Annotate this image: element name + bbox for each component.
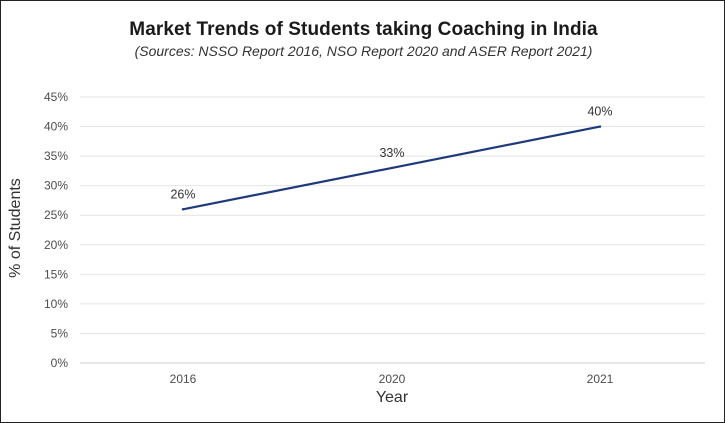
chart-title: Market Trends of Students taking Coachin… (129, 19, 598, 40)
x-tick-label: 2016 (170, 372, 197, 386)
y-tick-label: 15% (44, 267, 68, 281)
series-line-segment (390, 125, 602, 170)
y-tick-label: 30% (44, 179, 68, 193)
y-axis-ticks: 0% 5% 10% 15% 20% 25% 30% 35% 40% 45% (44, 90, 68, 370)
data-point (181, 208, 185, 211)
y-axis-title: % of Students (7, 178, 24, 278)
series-line-segment (181, 166, 394, 211)
y-tick-label: 0% (51, 356, 69, 370)
series-layer (181, 125, 602, 211)
chart-subtitle: (Sources: NSSO Report 2016, NSO Report 2… (134, 43, 593, 59)
data-point (390, 166, 394, 170)
data-label: 26% (170, 187, 195, 201)
y-tick-label: 35% (44, 149, 68, 163)
data-point (598, 125, 602, 128)
data-labels: 26% 33% 40% (170, 105, 612, 202)
gridlines (80, 96, 705, 364)
x-axis-title: Year (376, 389, 409, 406)
y-tick-label: 20% (44, 238, 68, 252)
data-label: 40% (587, 105, 612, 119)
y-tick-label: 45% (44, 90, 68, 104)
x-tick-label: 2021 (587, 372, 614, 386)
y-tick-label: 10% (44, 297, 68, 311)
y-tick-label: 40% (44, 120, 68, 134)
x-axis-ticks: 2016 2020 2021 (170, 372, 614, 386)
x-tick-label: 2020 (379, 372, 406, 386)
y-tick-label: 5% (51, 326, 69, 340)
data-label: 33% (379, 146, 404, 160)
y-tick-label: 25% (44, 208, 68, 222)
